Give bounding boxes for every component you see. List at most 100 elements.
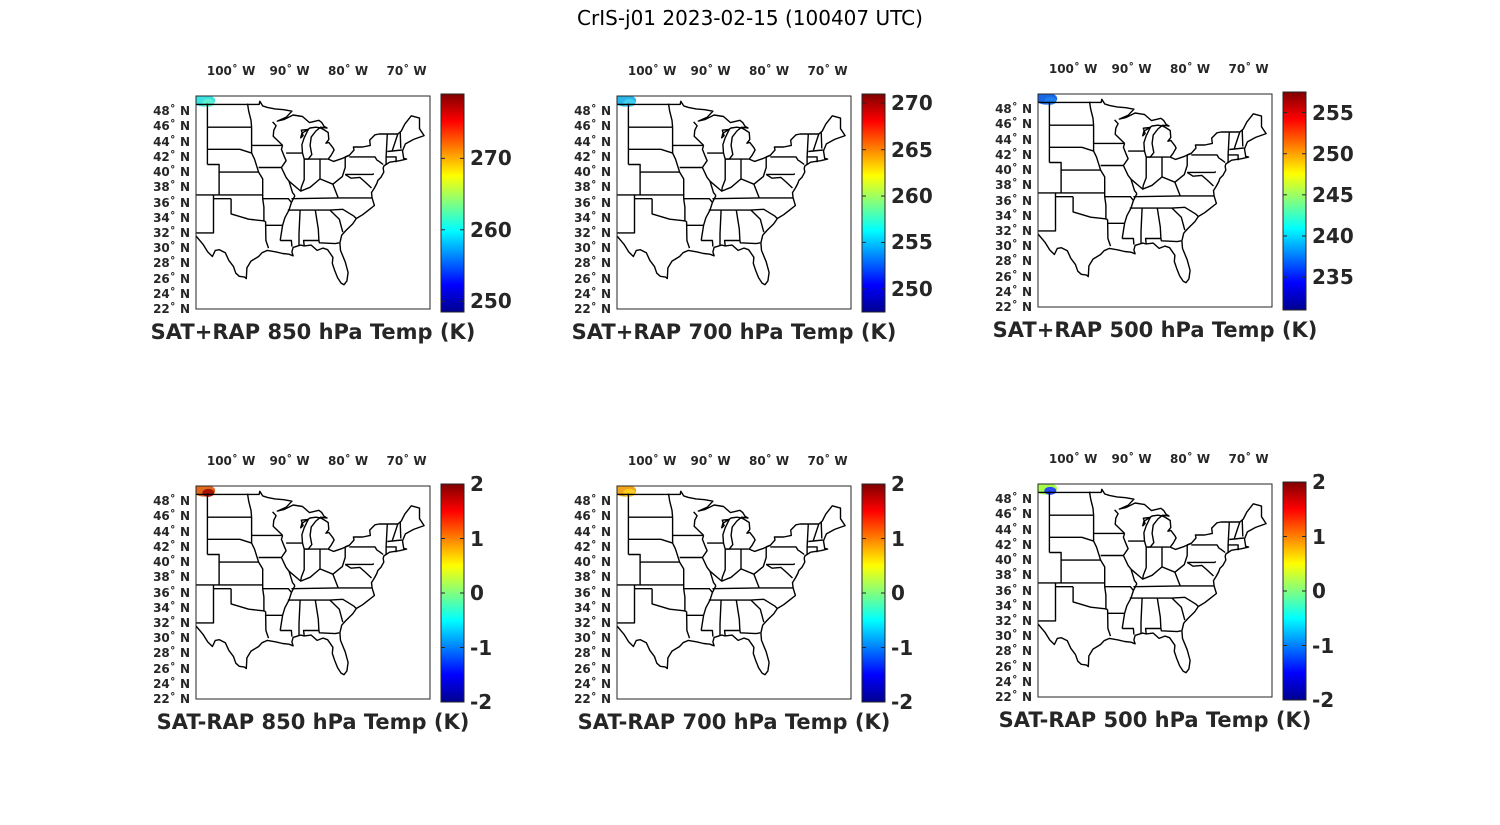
panel-title: SAT-RAP 500 hPa Temp (K) bbox=[998, 708, 1312, 732]
state-border bbox=[344, 154, 350, 158]
state-border bbox=[1160, 238, 1182, 243]
lat-tick-label: 44˚ N bbox=[995, 132, 1032, 147]
state-border bbox=[1187, 561, 1217, 564]
map-background bbox=[196, 486, 430, 699]
lat-tick-label: 38˚ N bbox=[995, 178, 1032, 193]
state-border bbox=[651, 588, 687, 613]
lat-tick-label: 48˚ N bbox=[153, 494, 190, 509]
lon-tick-label: 80˚ W bbox=[328, 64, 369, 78]
state-border bbox=[700, 585, 717, 631]
state-border bbox=[230, 588, 266, 613]
colorbar-tick-label: 250 bbox=[470, 289, 512, 314]
state-border bbox=[806, 523, 809, 555]
map-panel-sat-rap-850: 100˚ W 90˚ W 80˚ W 70˚ W 48˚ N 46˚ N 44˚ N 42˚ … bbox=[120, 58, 560, 358]
lat-tick-label: 48˚ N bbox=[995, 492, 1032, 507]
state-border bbox=[300, 568, 339, 589]
lat-tick-label: 28˚ N bbox=[995, 254, 1032, 269]
state-border bbox=[1049, 536, 1094, 542]
state-border bbox=[1186, 561, 1214, 577]
lat-tick-label: 42˚ N bbox=[995, 147, 1032, 162]
colorbar-tick-label: 0 bbox=[1312, 579, 1326, 603]
state-border bbox=[1049, 146, 1094, 152]
state-border bbox=[349, 156, 384, 166]
state-border bbox=[246, 103, 253, 128]
state-border bbox=[1160, 628, 1182, 633]
state-border bbox=[1049, 551, 1101, 561]
state-border bbox=[288, 159, 305, 192]
lon-tick-label: 80˚ W bbox=[749, 64, 790, 78]
state-border bbox=[1228, 544, 1239, 551]
state-border bbox=[1104, 196, 1107, 219]
lat-tick-label: 48˚ N bbox=[574, 494, 611, 509]
lat-tick-label: 42˚ N bbox=[153, 539, 190, 554]
lat-tick-label: 26˚ N bbox=[574, 661, 611, 676]
state-border bbox=[721, 568, 760, 589]
state-border bbox=[671, 152, 681, 173]
lat-tick-label: 46˚ N bbox=[995, 507, 1032, 522]
lon-tick-label: 70˚ W bbox=[807, 64, 848, 78]
state-border bbox=[1121, 193, 1138, 239]
state-border bbox=[1049, 161, 1101, 171]
state-border bbox=[345, 173, 375, 176]
colorbar-tick-label: -1 bbox=[891, 635, 914, 660]
state-border bbox=[207, 553, 259, 563]
lon-tick-label: 100˚ W bbox=[627, 64, 677, 78]
colorbar-tick-label: 255 bbox=[1312, 100, 1354, 125]
state-border bbox=[386, 546, 397, 553]
state-border bbox=[1088, 491, 1095, 516]
state-border bbox=[391, 133, 399, 152]
map-canvas bbox=[195, 483, 465, 703]
colorbar-tick-label: -2 bbox=[891, 690, 914, 714]
state-border bbox=[264, 221, 270, 249]
state-border bbox=[1227, 131, 1230, 163]
lon-tick-label: 70˚ W bbox=[807, 454, 848, 468]
state-border bbox=[262, 197, 292, 203]
lon-tick-label: 100˚ W bbox=[1048, 62, 1098, 76]
lon-tick-label: 70˚ W bbox=[386, 64, 427, 78]
state-border bbox=[196, 588, 215, 624]
state-border bbox=[1233, 521, 1241, 540]
lat-tick-label: 26˚ N bbox=[574, 271, 611, 286]
state-border bbox=[808, 149, 823, 153]
lat-tick-label: 36˚ N bbox=[574, 585, 611, 600]
state-border bbox=[765, 544, 771, 548]
colorbar-tick-label: 2 bbox=[1312, 470, 1326, 494]
state-border bbox=[387, 539, 402, 543]
lon-tick-label: 90˚ W bbox=[1111, 452, 1152, 466]
map-frame bbox=[195, 95, 431, 310]
lat-tick-label: 40˚ N bbox=[574, 555, 611, 570]
state-border bbox=[719, 210, 722, 246]
lat-tick-label: 26˚ N bbox=[995, 659, 1032, 674]
lat-tick-label: 22˚ N bbox=[995, 690, 1032, 704]
state-border bbox=[258, 171, 264, 199]
state-border bbox=[1191, 154, 1226, 164]
colorbar-tick-label: 240 bbox=[1312, 223, 1354, 248]
coastline bbox=[1038, 98, 1267, 284]
lat-tick-label: 48˚ N bbox=[995, 102, 1032, 117]
state-border bbox=[709, 159, 726, 192]
state-border bbox=[280, 629, 293, 637]
map-background bbox=[1038, 484, 1272, 697]
lon-tick-label: 70˚ W bbox=[1228, 62, 1269, 76]
state-border bbox=[1092, 150, 1102, 171]
colorbar-tick-label: 265 bbox=[891, 137, 933, 162]
state-border bbox=[272, 121, 284, 146]
state-border bbox=[298, 600, 301, 636]
state-border bbox=[1186, 542, 1192, 546]
lat-tick-label: 30˚ N bbox=[153, 241, 190, 256]
state-border bbox=[329, 599, 344, 623]
state-border bbox=[230, 198, 266, 223]
lon-tick-label: 70˚ W bbox=[386, 454, 427, 468]
lat-tick-label: 46˚ N bbox=[153, 119, 190, 134]
state-border bbox=[349, 546, 384, 556]
lat-tick-label: 46˚ N bbox=[574, 119, 611, 134]
state-border bbox=[679, 561, 685, 589]
data-swath-core bbox=[623, 488, 636, 497]
colorbar-tick-label: 260 bbox=[470, 217, 512, 242]
state-border bbox=[207, 163, 259, 173]
colorbar-tick-label: -1 bbox=[1312, 633, 1335, 658]
state-border bbox=[1100, 169, 1106, 197]
lat-tick-label: 28˚ N bbox=[574, 646, 611, 661]
state-border bbox=[332, 156, 346, 185]
colorbar bbox=[1282, 91, 1307, 311]
